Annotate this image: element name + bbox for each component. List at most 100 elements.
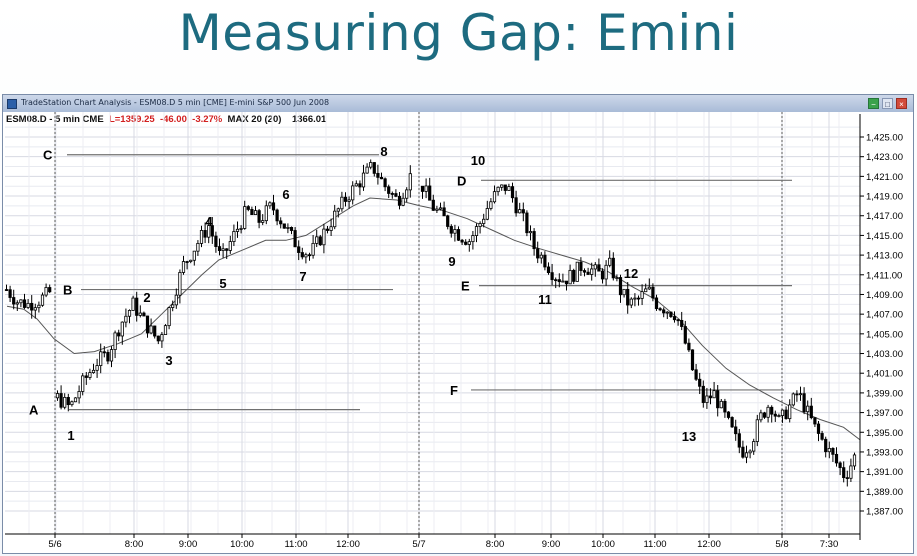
candle-body — [12, 297, 16, 305]
percent-change: -3.27% — [192, 114, 223, 125]
candle-body — [629, 298, 633, 306]
level-label-b: B — [63, 283, 72, 298]
candle-body — [4, 289, 9, 291]
y-tick-label: 1,411.00 — [866, 270, 902, 281]
ma-label: MAX 20 (20) — [227, 114, 282, 125]
candle-body — [683, 326, 687, 344]
candle-body — [376, 172, 380, 178]
candle-body — [95, 365, 99, 371]
candle-body — [467, 241, 471, 245]
candle-body — [300, 252, 304, 258]
candle-body — [189, 259, 193, 262]
level-label-f: F — [450, 383, 458, 398]
candle-body — [752, 441, 756, 452]
candle-body — [235, 228, 240, 232]
candle-body — [762, 412, 767, 418]
candle-body — [383, 178, 387, 188]
window-titlebar[interactable]: TradeStation Chart Analysis - ESM08.D 5 … — [3, 95, 913, 112]
candle-body — [662, 309, 666, 314]
candle-body — [196, 243, 200, 252]
swing-label-5: 5 — [219, 276, 226, 291]
slide-title: Measuring Gap: Emini — [178, 4, 739, 62]
candle-body — [379, 176, 384, 180]
swing-label-11: 11 — [538, 292, 552, 307]
y-tick-label: 1,393.00 — [866, 447, 903, 458]
candle-body — [809, 405, 813, 419]
close-button[interactable]: × — [896, 98, 907, 109]
candle-body — [744, 452, 749, 458]
candle-body — [102, 351, 106, 354]
candle-body — [755, 419, 759, 442]
candle-body — [135, 297, 139, 316]
candle-body — [63, 396, 67, 408]
candle-body — [408, 173, 412, 191]
candle-body — [694, 369, 698, 380]
moving-average-layer — [6, 197, 861, 441]
candle-body — [15, 302, 19, 305]
minimize-button[interactable]: − — [868, 98, 879, 109]
candle-body — [482, 218, 486, 224]
candle-body — [250, 209, 254, 215]
candle-body — [48, 287, 52, 293]
candle-body — [225, 248, 229, 251]
candle-body — [30, 302, 34, 311]
candle-body — [239, 228, 243, 230]
candle-body — [228, 241, 232, 251]
candle-body — [329, 226, 333, 231]
maximize-button[interactable]: □ — [882, 98, 893, 109]
candle-body — [257, 210, 261, 223]
candle-body — [420, 185, 425, 192]
candle-body — [701, 385, 705, 403]
candle-body — [217, 246, 222, 251]
candle-body — [824, 438, 828, 453]
swing-label-8: 8 — [380, 144, 387, 159]
candle-body — [672, 316, 677, 321]
candle-body — [492, 191, 497, 203]
candle-body — [842, 467, 846, 479]
x-tick-label: 8:00 — [125, 539, 144, 550]
candle-body — [568, 269, 572, 285]
candle-body — [387, 186, 391, 194]
window-controls: − □ × — [868, 98, 907, 109]
candle-body — [640, 291, 644, 299]
candle-body — [561, 280, 565, 283]
y-tick-label: 1,399.00 — [866, 388, 903, 399]
candle-body — [131, 297, 135, 311]
candle-body — [279, 220, 283, 225]
candle-body — [203, 230, 207, 238]
candle-body — [442, 207, 446, 217]
candle-body — [849, 465, 853, 479]
candle-body — [77, 391, 81, 399]
candle-body — [124, 315, 128, 323]
candle-body — [582, 270, 587, 273]
level-label-e: E — [461, 279, 470, 294]
candle-body — [816, 423, 821, 434]
candle-body — [142, 312, 146, 317]
candle-body — [770, 406, 774, 415]
candle-body — [293, 230, 297, 248]
candle-body — [153, 325, 157, 337]
candle-body — [532, 231, 536, 250]
candle-body — [496, 186, 500, 193]
candle-body — [773, 413, 777, 417]
candle-body — [838, 462, 842, 469]
candle-body — [716, 390, 720, 409]
candle-body — [654, 297, 659, 310]
candle-body — [564, 280, 569, 285]
candle-body — [802, 393, 806, 413]
candle-body — [795, 393, 799, 396]
candle-body — [347, 199, 351, 202]
candle-body — [705, 395, 709, 403]
x-tick-label: 9:00 — [542, 539, 561, 550]
candle-body — [618, 277, 623, 296]
chart-gridlines — [5, 112, 860, 534]
y-tick-label: 1,409.00 — [866, 290, 903, 301]
candle-body — [604, 264, 608, 280]
candle-body — [428, 185, 432, 201]
x-tick-label: 9:00 — [179, 539, 198, 550]
y-tick-label: 1,407.00 — [866, 310, 903, 321]
candle-body — [521, 209, 525, 214]
swing-label-4: 4 — [205, 214, 213, 229]
moving-average-line — [6, 197, 861, 441]
